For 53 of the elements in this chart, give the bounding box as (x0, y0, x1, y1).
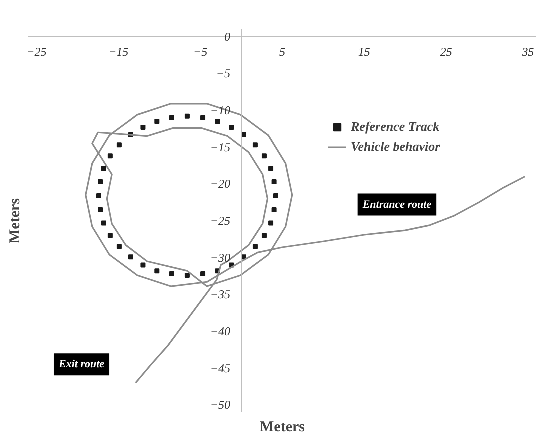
point (273, 193, 278, 198)
y-tick-label: −35 (210, 288, 231, 302)
point (98, 207, 104, 212)
y-tick-label: −40 (210, 324, 231, 338)
point (229, 124, 234, 130)
point (154, 119, 160, 124)
x-tick-label: 25 (440, 44, 452, 59)
y-tick-label: −15 (210, 140, 231, 154)
point (140, 262, 146, 268)
point (108, 154, 113, 159)
x-tick-label: 35 (521, 44, 534, 59)
y-axis-title: Meters (8, 198, 24, 244)
y-tick-label: −5 (216, 66, 231, 81)
point (101, 166, 106, 172)
point (215, 119, 220, 124)
point (268, 220, 274, 226)
point (252, 244, 258, 250)
y-tick-label: −20 (210, 177, 231, 192)
point (116, 142, 122, 148)
x-tick-label: −15 (108, 44, 129, 59)
legend-label: Reference Track (351, 119, 440, 135)
point (128, 254, 134, 260)
x-axis-title: Meters (260, 420, 306, 436)
point (268, 166, 274, 172)
legend-label: Vehicle behavior (351, 139, 440, 155)
point (262, 154, 267, 159)
point (98, 179, 104, 184)
point (96, 193, 102, 198)
point (200, 115, 206, 120)
y-tick-label: −30 (210, 250, 231, 265)
annotation: Exit route (58, 358, 105, 371)
point (200, 272, 206, 277)
annotation: Entrance route (362, 198, 432, 211)
point (108, 233, 113, 238)
point (101, 220, 106, 226)
point (262, 233, 267, 238)
point (272, 179, 277, 184)
point (252, 142, 258, 148)
point (154, 268, 160, 274)
y-tick-label: −25 (210, 214, 231, 228)
x-tick-label: 5 (280, 44, 286, 59)
point (184, 273, 190, 278)
x-tick-label: −5 (194, 44, 208, 59)
x-tick-label: 15 (358, 44, 370, 59)
y-tick-label: −50 (210, 398, 231, 412)
point (169, 115, 174, 120)
point (116, 244, 122, 250)
y-tick-label: 0 (224, 30, 231, 44)
point (184, 114, 190, 119)
y-tick-label: −45 (210, 361, 231, 376)
point (272, 207, 277, 212)
point (140, 124, 146, 130)
point (169, 272, 174, 277)
